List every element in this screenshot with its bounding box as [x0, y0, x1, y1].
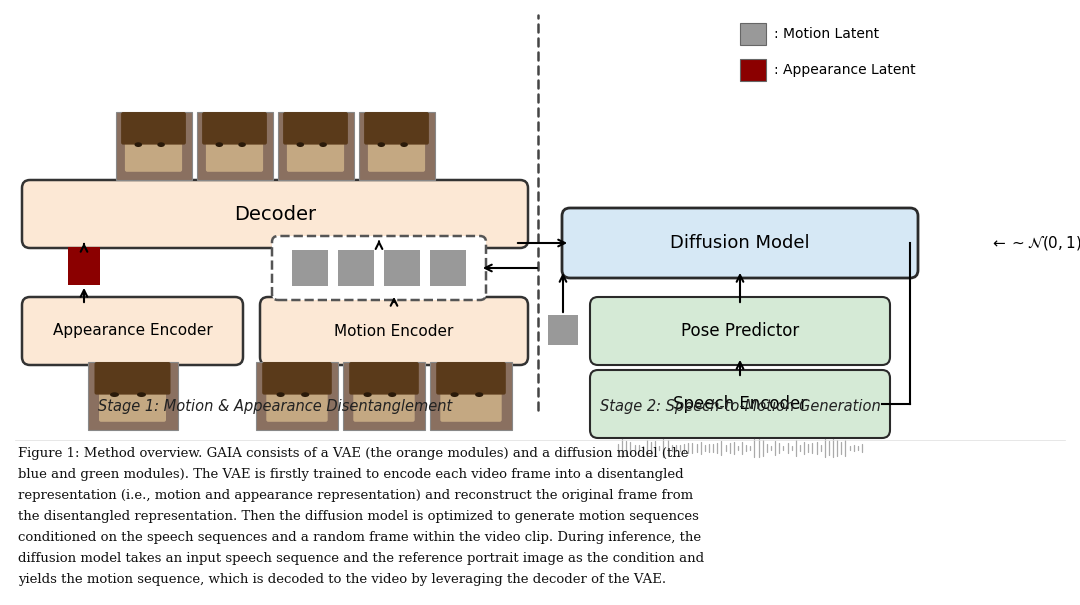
FancyBboxPatch shape — [202, 112, 267, 145]
FancyBboxPatch shape — [95, 362, 171, 394]
FancyBboxPatch shape — [590, 297, 890, 365]
Text: representation (i.e., motion and appearance representation) and reconstruct the : representation (i.e., motion and appeara… — [18, 489, 693, 502]
Text: : Motion Latent: : Motion Latent — [774, 27, 879, 41]
Bar — [338, 250, 374, 286]
FancyBboxPatch shape — [206, 123, 264, 172]
Ellipse shape — [297, 142, 305, 147]
Bar — [740, 59, 766, 81]
Text: Decoder: Decoder — [234, 204, 316, 223]
FancyBboxPatch shape — [562, 208, 918, 278]
Ellipse shape — [378, 142, 386, 147]
FancyBboxPatch shape — [267, 374, 327, 422]
FancyBboxPatch shape — [349, 362, 419, 394]
Ellipse shape — [475, 392, 484, 397]
FancyBboxPatch shape — [283, 112, 348, 145]
Text: Figure 1: Method overview. GAIA consists of a VAE (the orange modules) and a dif: Figure 1: Method overview. GAIA consists… — [18, 447, 689, 460]
Ellipse shape — [301, 392, 309, 397]
Text: Stage 1: Motion & Appearance Disentanglement: Stage 1: Motion & Appearance Disentangle… — [98, 399, 453, 414]
Ellipse shape — [450, 392, 459, 397]
FancyBboxPatch shape — [272, 236, 486, 300]
Text: diffusion model takes an input speech sequence and the reference portrait image : diffusion model takes an input speech se… — [18, 552, 704, 565]
FancyBboxPatch shape — [590, 370, 890, 438]
Text: Motion Encoder: Motion Encoder — [335, 324, 454, 339]
FancyBboxPatch shape — [436, 362, 505, 394]
Ellipse shape — [401, 142, 408, 147]
FancyBboxPatch shape — [22, 297, 243, 365]
Text: the disentangled representation. Then the diffusion model is optimized to genera: the disentangled representation. Then th… — [18, 510, 699, 523]
Text: $\leftarrow\sim\mathcal{N}(0,1)$: $\leftarrow\sim\mathcal{N}(0,1)$ — [990, 234, 1080, 252]
Ellipse shape — [276, 392, 285, 397]
Bar — [116, 112, 191, 180]
Bar — [197, 112, 272, 180]
Bar — [68, 247, 100, 285]
Bar — [343, 362, 426, 430]
FancyBboxPatch shape — [262, 362, 332, 394]
Ellipse shape — [216, 142, 224, 147]
FancyBboxPatch shape — [125, 123, 183, 172]
Bar — [87, 362, 177, 430]
FancyBboxPatch shape — [364, 112, 429, 145]
Ellipse shape — [364, 392, 372, 397]
FancyBboxPatch shape — [287, 123, 345, 172]
Text: Stage 2: Speech-to-Motion Generation: Stage 2: Speech-to-Motion Generation — [599, 399, 880, 414]
Ellipse shape — [110, 392, 119, 397]
Bar — [430, 362, 512, 430]
Text: blue and green modules). The VAE is firstly trained to encode each video frame i: blue and green modules). The VAE is firs… — [18, 468, 684, 481]
FancyBboxPatch shape — [368, 123, 426, 172]
Bar — [278, 112, 353, 180]
Bar — [740, 23, 766, 45]
FancyBboxPatch shape — [260, 297, 528, 365]
Ellipse shape — [388, 392, 396, 397]
Ellipse shape — [137, 392, 146, 397]
Text: : Appearance Latent: : Appearance Latent — [774, 63, 916, 77]
Bar — [359, 112, 434, 180]
Ellipse shape — [135, 142, 143, 147]
Text: yields the motion sequence, which is decoded to the video by leveraging the deco: yields the motion sequence, which is dec… — [18, 573, 666, 586]
Ellipse shape — [158, 142, 165, 147]
Bar — [548, 315, 578, 345]
Text: Appearance Encoder: Appearance Encoder — [53, 324, 213, 339]
FancyBboxPatch shape — [22, 180, 528, 248]
Text: Diffusion Model: Diffusion Model — [671, 234, 810, 252]
FancyBboxPatch shape — [441, 374, 502, 422]
Text: Speech Encoder: Speech Encoder — [673, 395, 807, 413]
Text: conditioned on the speech sequences and a random frame within the video clip. Du: conditioned on the speech sequences and … — [18, 531, 701, 544]
Text: Pose Predictor: Pose Predictor — [680, 322, 799, 340]
Bar — [292, 250, 328, 286]
FancyBboxPatch shape — [99, 374, 166, 422]
Bar — [384, 250, 420, 286]
Bar — [256, 362, 338, 430]
Ellipse shape — [239, 142, 246, 147]
FancyBboxPatch shape — [353, 374, 415, 422]
FancyBboxPatch shape — [121, 112, 186, 145]
Bar — [430, 250, 465, 286]
Ellipse shape — [320, 142, 327, 147]
